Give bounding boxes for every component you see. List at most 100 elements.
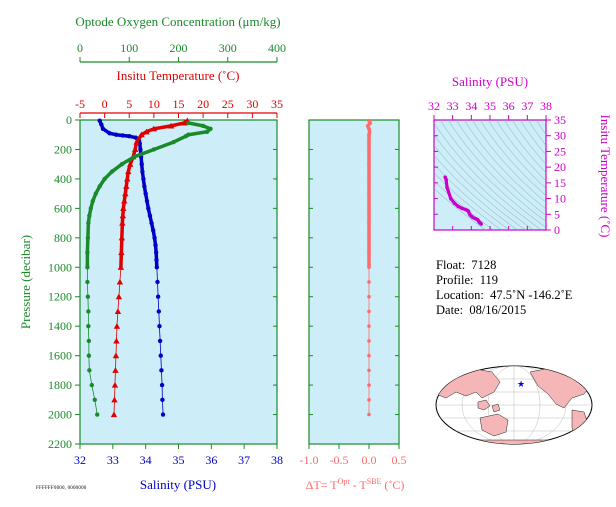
temperature-point	[123, 183, 130, 189]
temperature-point	[113, 337, 120, 344]
temperature-tick-label: 0	[102, 97, 108, 111]
salinity-point	[127, 134, 132, 139]
temperature-point	[110, 411, 118, 418]
isopycnal-line	[503, 120, 546, 174]
salinity-point	[155, 294, 161, 299]
salinity-point	[149, 220, 154, 226]
temperature-point	[118, 249, 125, 256]
temperature-axis: Insitu Temperature (˚C)	[80, 68, 277, 114]
temperature-point	[118, 234, 126, 241]
oxygen-tick-label: 400	[268, 41, 286, 55]
salinity-axis-label: Salinity (PSU)	[140, 477, 216, 492]
salinity-tick-label: 32	[74, 453, 86, 467]
delta-axis-label: ΔT= TOpt - TSBE (˚C)	[306, 477, 405, 492]
temperature-point	[127, 160, 134, 167]
temperature-point	[115, 293, 123, 300]
ts-salinity-tick-label: 33	[447, 99, 459, 113]
temperature-point	[138, 131, 145, 138]
isopycnal-line	[434, 188, 486, 230]
oxygen-point	[87, 213, 92, 218]
profile-value: 119	[479, 273, 499, 287]
oxygen-tick-label: 200	[170, 41, 188, 55]
world-map: ★	[435, 365, 593, 445]
oxygen-point	[92, 397, 97, 403]
salinity-point	[100, 126, 106, 132]
ts-temperature-tick-label: 5	[554, 207, 560, 221]
temperature-tick-label: 30	[246, 97, 258, 111]
salinity-point	[140, 169, 145, 174]
isopycnal-line	[455, 120, 546, 216]
salinity-tick-label: 34	[140, 453, 152, 467]
pressure-tick-label: 1200	[48, 290, 72, 304]
oxygen-point	[85, 235, 91, 241]
delta-t-point	[367, 265, 371, 270]
delta-tick-label: 0.5	[392, 453, 407, 467]
map-float-marker: ★	[517, 379, 525, 389]
float-info: Float: 7128 Profile: 119 Location: 47.5˚…	[436, 258, 572, 318]
salinity-point	[157, 323, 162, 329]
delta-t-point	[367, 280, 371, 284]
isopycnal-line	[439, 120, 546, 228]
salinity-point	[107, 131, 112, 136]
oxygen-point	[204, 129, 210, 134]
temperature-tick-label: -5	[75, 97, 85, 111]
oxygen-point	[87, 368, 92, 373]
ts-salinity-tick-label: 32	[428, 99, 440, 113]
location-value: 47.5˚N -146.2˚E	[490, 288, 573, 302]
temperature-point	[119, 219, 126, 226]
oxygen-point	[86, 323, 91, 329]
oxygen-point	[131, 154, 137, 160]
main-plot-background	[79, 119, 278, 445]
oxygen-point	[93, 191, 98, 196]
ts-temperature-tick-label: 20	[554, 160, 566, 174]
temperature-point	[120, 205, 127, 211]
location-row: Location: 47.5˚N -146.2˚E	[436, 288, 572, 303]
oxygen-point	[85, 250, 90, 255]
salinity-point	[152, 235, 157, 241]
delta-t-point	[367, 236, 371, 240]
isopycnal-line	[434, 172, 502, 230]
delta-t-point	[367, 140, 371, 144]
oxygen-point	[186, 120, 191, 126]
ts-temperature-tick-label: 10	[554, 192, 566, 206]
salinity-point	[160, 397, 165, 403]
salinity-point	[120, 133, 125, 138]
isopycnal-line	[487, 120, 546, 189]
pressure-tick-label: 2200	[48, 437, 72, 451]
oxygen-point	[89, 382, 95, 388]
oxygen-axis: Optode Oxygen Concentration (μm/kg)	[75, 14, 281, 63]
temperature-point	[121, 197, 128, 204]
oxygen-point	[183, 134, 189, 139]
pressure-tick-label: 1400	[48, 319, 72, 333]
salinity-point	[144, 198, 150, 204]
float-value: 7128	[471, 258, 497, 272]
ts-point	[449, 196, 453, 201]
salinity-point	[99, 122, 104, 127]
ts-point	[460, 206, 464, 211]
location-label: Location:	[436, 288, 484, 302]
delta-t-point	[367, 383, 371, 387]
salinity-tick-label: 36	[205, 453, 217, 467]
pressure-tick-label: 400	[54, 172, 72, 186]
temperature-point	[117, 264, 125, 270]
ts-salinity-tick-label: 38	[540, 99, 552, 113]
temperature-tick-label: 20	[197, 97, 209, 111]
delta-t-point	[368, 121, 373, 125]
temperature-point	[122, 190, 129, 197]
isopycnal-line	[434, 122, 542, 230]
salinity-point	[143, 191, 148, 196]
salinity-point	[141, 176, 146, 182]
temperature-point	[131, 146, 139, 153]
isopycnal-line	[447, 120, 546, 222]
delta-t-point	[367, 129, 372, 134]
isopycnal-line	[479, 120, 546, 197]
delta-t-point	[367, 412, 371, 417]
temperature-point	[124, 175, 131, 182]
delta-t-point	[366, 124, 370, 128]
salinity-point	[156, 309, 161, 314]
delta-t-point	[367, 177, 371, 181]
salinity-point	[158, 353, 163, 358]
salinity-tick-label: 38	[271, 453, 283, 467]
oxygen-point	[85, 265, 90, 270]
ts-plot-background	[433, 119, 547, 231]
